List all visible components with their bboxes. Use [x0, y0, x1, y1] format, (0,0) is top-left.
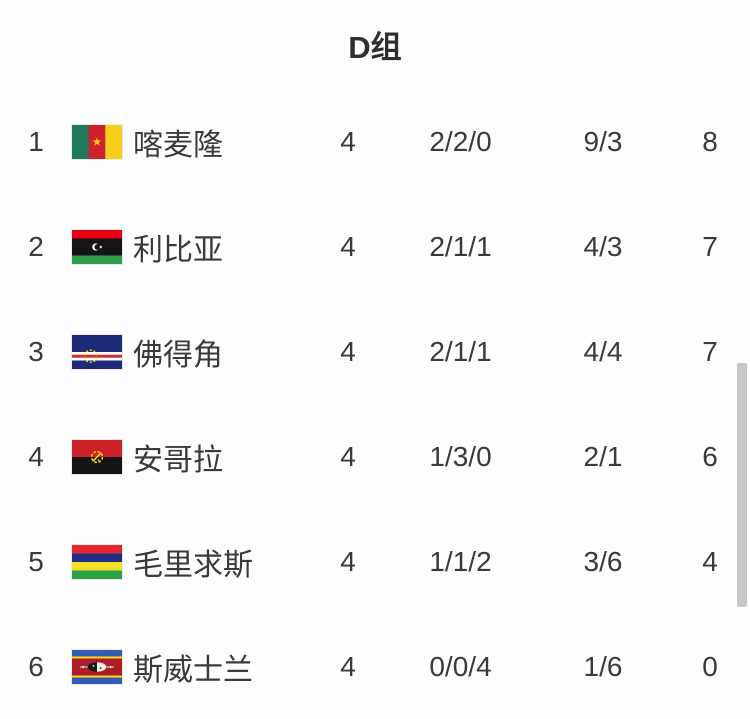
- angola-flag-icon: [72, 439, 122, 474]
- flag-cell: [72, 334, 133, 369]
- win-draw-loss: 1/3/0: [429, 440, 492, 472]
- goals-for-against: 1/6: [583, 650, 623, 682]
- flag-cell: [72, 649, 133, 684]
- rank-label: 6: [28, 650, 44, 682]
- points: 8: [702, 125, 718, 157]
- matches-played: 4: [340, 230, 356, 262]
- table-row[interactable]: 6 斯威士兰: [0, 614, 750, 719]
- matches-played: 4: [340, 125, 356, 157]
- table-row[interactable]: 1 喀麦隆 4 2/2/0 9/3 8: [0, 89, 750, 194]
- cameroon-flag-icon: [72, 124, 122, 159]
- win-draw-loss: 1/1/2: [429, 545, 492, 577]
- team-name: 斯威士兰: [133, 653, 253, 687]
- table-row[interactable]: 2 利比亚 4 2/1/1 4/3 7: [0, 194, 750, 299]
- points: 6: [702, 440, 718, 472]
- table-row[interactable]: 3: [0, 299, 750, 404]
- eswatini-flag-icon: [72, 649, 122, 684]
- rank-label: 2: [28, 230, 44, 262]
- table-row[interactable]: 4 安哥拉 4 1/3/0 2/1 6: [0, 404, 750, 509]
- team-name: 毛里求斯: [133, 548, 253, 582]
- team-name: 喀麦隆: [133, 128, 223, 162]
- goals-for-against: 4/4: [583, 335, 623, 367]
- flag-cell: [72, 544, 133, 579]
- matches-played: 4: [340, 440, 356, 472]
- win-draw-loss: 2/1/1: [429, 230, 492, 262]
- points: 7: [702, 230, 718, 262]
- matches-played: 4: [340, 335, 356, 367]
- flag-cell: [72, 229, 133, 264]
- win-draw-loss: 2/2/0: [429, 125, 492, 157]
- team-name: 安哥拉: [133, 443, 223, 477]
- page-title: D组: [348, 30, 402, 65]
- goals-for-against: 9/3: [583, 125, 623, 157]
- matches-played: 4: [340, 545, 356, 577]
- points: 4: [702, 545, 718, 577]
- rank-label: 1: [28, 125, 44, 157]
- mauritius-flag-icon: [72, 544, 122, 579]
- rank-label: 4: [28, 440, 44, 472]
- goals-for-against: 4/3: [583, 230, 623, 262]
- scrollbar-thumb[interactable]: [737, 363, 747, 607]
- rank-label: 3: [28, 335, 44, 367]
- points: 7: [702, 335, 718, 367]
- goals-for-against: 3/6: [583, 545, 623, 577]
- table-row[interactable]: 5 毛里求斯 4 1/1/2 3/6 4: [0, 509, 750, 614]
- flag-cell: [72, 124, 133, 159]
- matches-played: 4: [340, 650, 356, 682]
- cape-verde-flag-icon: [72, 334, 122, 369]
- standings-table: 1 喀麦隆 4 2/2/0 9/3 8 2: [0, 89, 750, 719]
- team-name: 利比亚: [133, 233, 223, 267]
- win-draw-loss: 2/1/1: [429, 335, 492, 367]
- goals-for-against: 2/1: [583, 440, 623, 472]
- libya-flag-icon: [72, 229, 122, 264]
- points: 0: [702, 650, 718, 682]
- team-name: 佛得角: [133, 338, 223, 372]
- rank-label: 5: [28, 545, 44, 577]
- flag-cell: [72, 439, 133, 474]
- win-draw-loss: 0/0/4: [429, 650, 492, 682]
